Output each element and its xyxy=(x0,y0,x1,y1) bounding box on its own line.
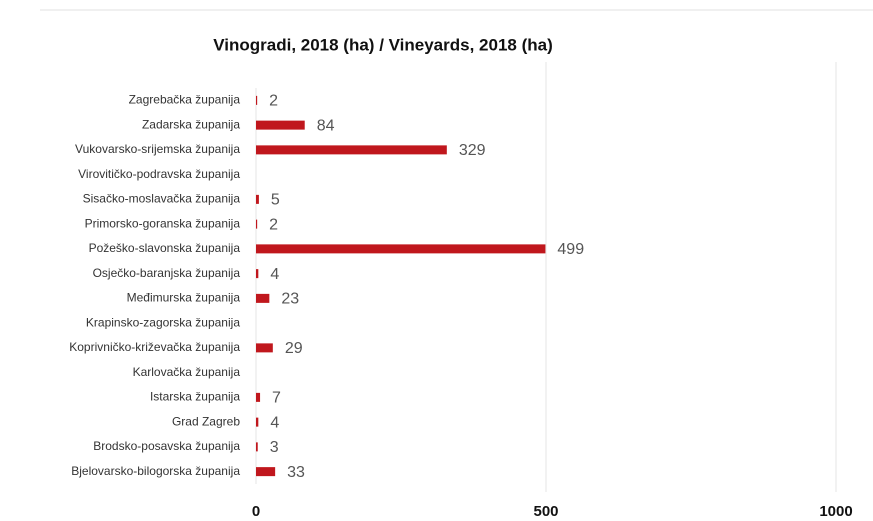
value-label: 33 xyxy=(287,464,305,481)
x-tick-label: 0 xyxy=(252,503,260,520)
value-label: 7 xyxy=(272,390,281,407)
bar xyxy=(256,467,276,477)
y-tick-label: Požeško-slavonska županija xyxy=(89,241,241,255)
bar xyxy=(256,145,447,155)
value-label: 84 xyxy=(317,117,335,134)
chart-title: Vinogradi, 2018 (ha) / Vineyards, 2018 (… xyxy=(213,35,553,54)
value-label: 29 xyxy=(285,340,303,357)
bar xyxy=(256,417,259,427)
value-label: 4 xyxy=(270,414,279,431)
value-label: 4 xyxy=(270,266,279,283)
bar xyxy=(256,269,259,279)
bar xyxy=(256,219,258,229)
bar xyxy=(256,442,258,452)
y-tick-label: Krapinsko-zagorska županija xyxy=(86,315,240,329)
x-tick-label: 500 xyxy=(533,503,558,520)
y-tick-label: Istarska županija xyxy=(150,390,240,404)
y-tick-label: Sisačko-moslavačka županija xyxy=(83,192,241,206)
y-tick-label: Virovitičko-podravska županija xyxy=(78,167,240,181)
value-label: 499 xyxy=(557,241,584,258)
y-tick-label: Bjelovarsko-bilogorska županija xyxy=(71,464,240,478)
y-tick-label: Brodsko-posavska županija xyxy=(93,439,240,453)
value-label: 5 xyxy=(271,192,280,209)
value-label: 2 xyxy=(269,93,278,110)
bar xyxy=(256,244,546,254)
y-tick-label: Primorsko-goranska županija xyxy=(85,216,241,230)
y-tick-label: Koprivničko-križevačka županija xyxy=(69,340,240,354)
y-tick-label: Zagrebačka županija xyxy=(129,93,241,107)
bar xyxy=(256,293,270,303)
bar xyxy=(256,392,261,402)
value-label: 23 xyxy=(281,291,299,308)
y-tick-label: Grad Zagreb xyxy=(172,414,240,428)
bar xyxy=(256,95,258,105)
y-tick-label: Karlovačka županija xyxy=(133,365,241,379)
bar xyxy=(256,120,305,130)
x-tick-label: 1000 xyxy=(819,503,852,520)
y-tick-label: Zadarska županija xyxy=(142,117,240,131)
value-label: 329 xyxy=(459,142,486,159)
y-tick-label: Međimurska županija xyxy=(127,291,241,305)
y-tick-label: Vukovarsko-srijemska županija xyxy=(75,142,240,156)
value-label: 3 xyxy=(270,439,279,456)
bar xyxy=(256,343,273,353)
y-tick-label: Osječko-baranjska županija xyxy=(93,266,241,280)
bar xyxy=(256,194,259,204)
value-label: 2 xyxy=(269,216,278,233)
